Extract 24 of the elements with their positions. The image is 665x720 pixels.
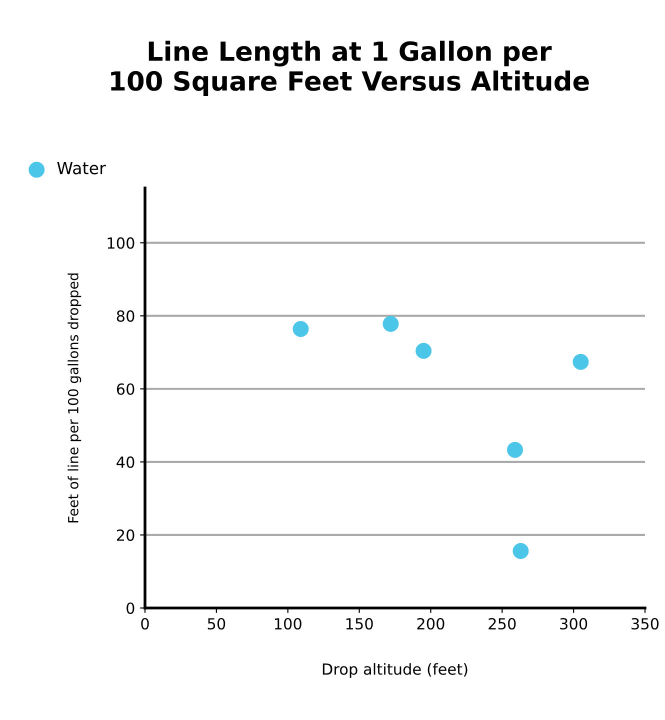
point [416, 342, 432, 359]
x-tick-label: 50 [208, 618, 226, 630]
y-tick-label: 20 [116, 529, 134, 541]
y-tick-label: 60 [116, 383, 134, 395]
y-tick-label: 0 [126, 602, 134, 614]
point [512, 543, 529, 560]
point [507, 442, 523, 458]
x-tick-label: 250 [488, 618, 516, 630]
x-tick-label: 300 [560, 618, 588, 630]
point [572, 354, 589, 370]
x-tick-label: 350 [632, 618, 659, 630]
point [382, 316, 399, 332]
y-tick-label: 40 [116, 456, 134, 468]
point [292, 320, 309, 337]
x-axis-title: Drop altitude (feet) [322, 663, 468, 678]
y-axis-title: Feet of line per 100 gallons dropped [68, 273, 82, 522]
x-tick-label: 100 [274, 618, 302, 630]
y-tick-label: 80 [116, 310, 134, 322]
x-tick-label: 200 [417, 618, 444, 630]
legend-label: Water [57, 162, 106, 174]
chart-title: Line Length at 1 Gallon per 100 Square Feet Versus Altitude [111, 40, 589, 96]
x-tick-label: 150 [346, 618, 373, 630]
y-tick-label: 100 [108, 237, 134, 249]
x-tick-label: 0 [141, 618, 149, 630]
